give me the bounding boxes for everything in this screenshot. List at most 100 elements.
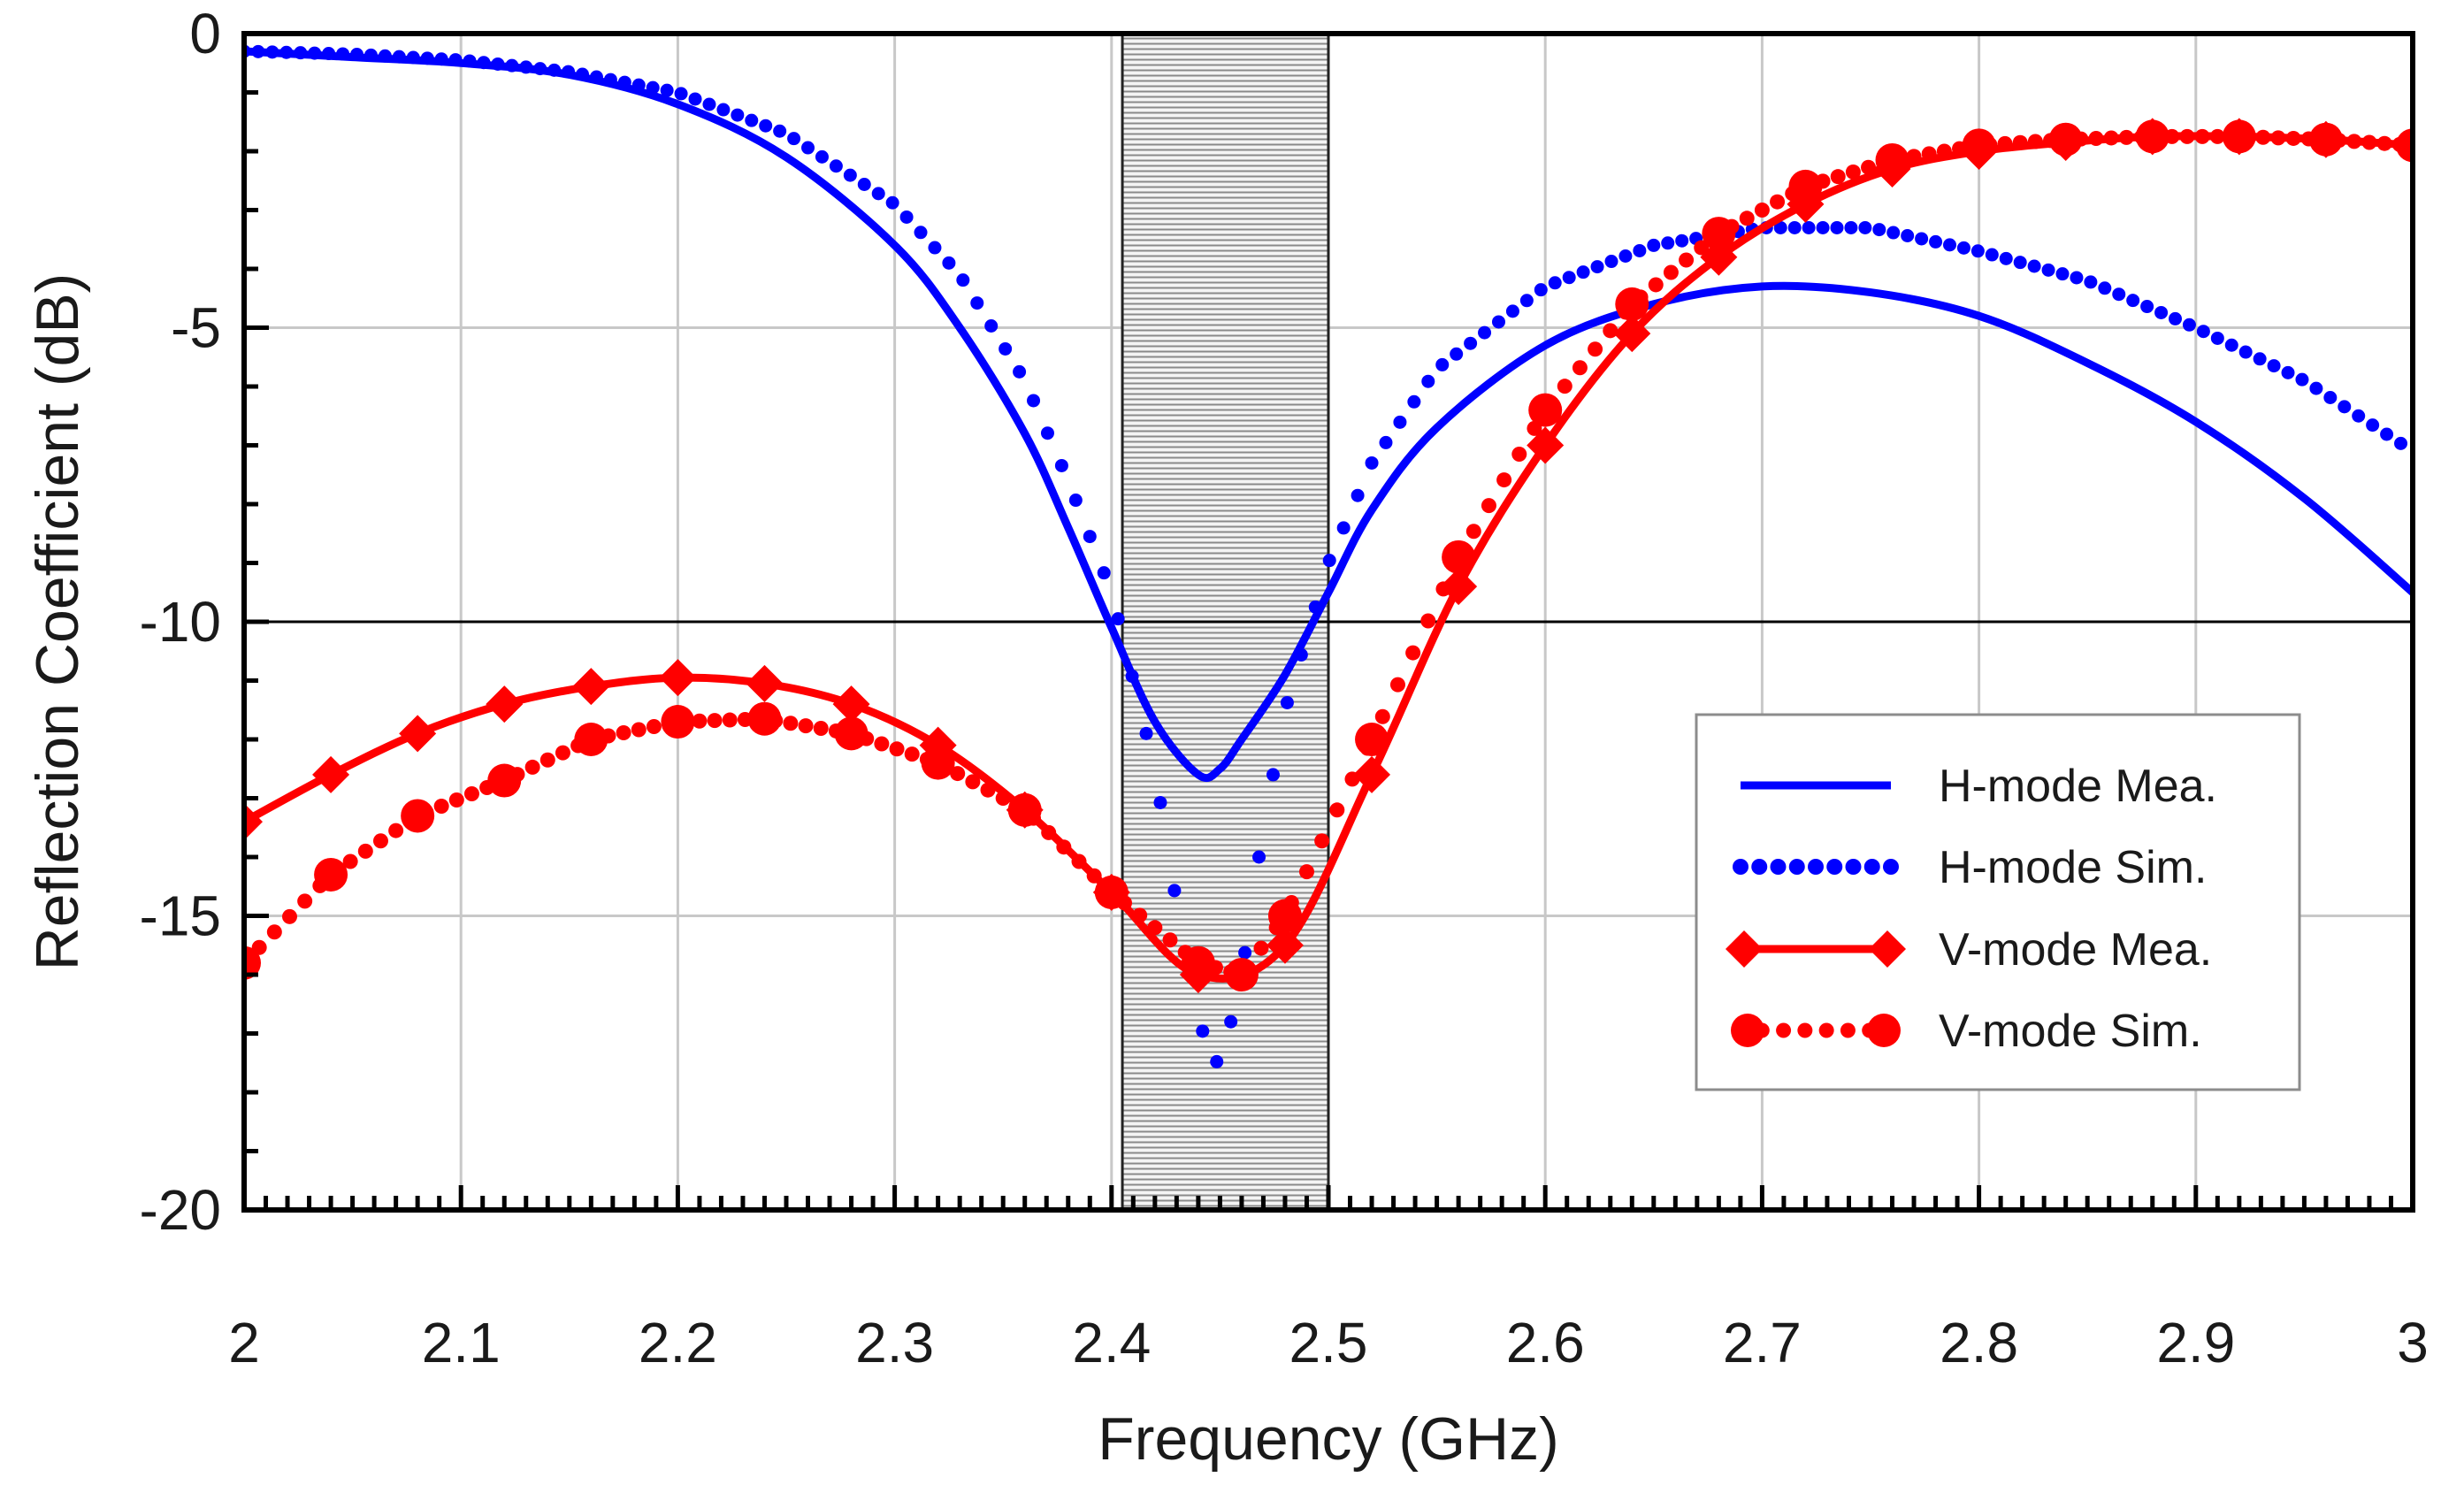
data-point (1440, 568, 1478, 606)
x-tick-label: 2.6 (1506, 1311, 1585, 1374)
x-tick-label: 2.5 (1289, 1311, 1368, 1374)
series-dot (2196, 325, 2210, 339)
series-dot (798, 718, 814, 734)
x-tick-label: 2.9 (2156, 1311, 2235, 1374)
series-dot (1576, 265, 1590, 279)
series-dot (702, 97, 716, 111)
series-dot (603, 73, 617, 87)
series-dot (970, 296, 984, 310)
series-dot (1111, 612, 1125, 626)
series-dot (2281, 365, 2295, 379)
series-dot (904, 746, 920, 762)
y-tick-label: -20 (140, 1178, 222, 1242)
series-dot (1505, 304, 1519, 318)
series-dot (1147, 920, 1163, 936)
series-dot (2394, 436, 2408, 450)
series-dot (2285, 130, 2301, 146)
series-dot (2380, 427, 2394, 441)
series-dot (539, 752, 555, 768)
series-dot (266, 924, 282, 940)
series-dot (899, 210, 914, 224)
series-dot (1196, 1024, 1210, 1038)
series-dot (1266, 768, 1280, 782)
series-dot (1083, 530, 1097, 544)
legend-marker (1726, 930, 1763, 968)
series-dot (406, 50, 420, 65)
data-point (1615, 287, 1649, 321)
series-dot (773, 124, 787, 138)
series-dot (1999, 251, 2013, 265)
data-point (574, 723, 608, 756)
series-dot (1420, 613, 1436, 629)
series-dot (1322, 554, 1336, 568)
data-point (401, 799, 435, 833)
series-dot (2270, 130, 2286, 146)
series-dot (1435, 581, 1451, 597)
series-dot (1572, 360, 1588, 376)
series-dot (2352, 409, 2366, 423)
data-point (661, 705, 695, 739)
series-dot (1770, 194, 1786, 210)
series-dot (463, 786, 479, 802)
data-point (1442, 540, 1476, 574)
series-dot (783, 716, 799, 731)
series-dot (829, 159, 843, 173)
legend-item-3: V-mode Sim. (1731, 1006, 2202, 1057)
data-point (572, 668, 610, 706)
series-dot (1351, 488, 1365, 502)
series-dot (1648, 277, 1664, 293)
series-dot (1280, 695, 1294, 709)
series-dot (1679, 252, 1695, 268)
series-dot (1694, 240, 1710, 256)
series-dot (885, 195, 899, 210)
data-point (1181, 945, 1215, 980)
y-tick-label: -10 (140, 590, 222, 654)
data-point (1700, 238, 1738, 276)
series-dot (448, 792, 464, 808)
series-dot (279, 45, 294, 59)
data-point (2135, 119, 2169, 154)
series-dot (555, 745, 570, 761)
series-dot (1754, 203, 1770, 218)
series-dot (2323, 391, 2338, 405)
series-dot (589, 70, 603, 84)
series-dot (965, 774, 981, 790)
series-dot (1374, 708, 1390, 724)
series-dot (1308, 600, 1322, 614)
data-point (1224, 958, 1259, 991)
x-tick-label: 3 (2397, 1311, 2429, 1374)
series-dot (2098, 281, 2112, 295)
series-dot (857, 178, 871, 192)
series-dot (631, 78, 646, 92)
x-tick-label: 2.1 (422, 1311, 501, 1374)
series-dot (942, 256, 956, 270)
legend-item-1: H-mode Sim. (1733, 842, 2207, 893)
series-dot (2070, 271, 2084, 285)
legend-dot (1808, 859, 1824, 875)
series-dot (388, 823, 404, 838)
legend-dot (1776, 1022, 1792, 1038)
series-dot (357, 843, 373, 859)
data-point (834, 716, 869, 751)
series-dot (1379, 435, 1393, 449)
series-dot (1942, 238, 1956, 252)
series-dot (1139, 726, 1153, 740)
series-dot (477, 56, 491, 70)
series-layer (244, 44, 2413, 1068)
series-dot (2309, 381, 2323, 395)
series-dot (1478, 325, 1492, 340)
series-dot (350, 48, 364, 62)
series-dot (519, 60, 533, 74)
series-dot (1844, 220, 1858, 234)
series-dot (1086, 868, 1102, 884)
data-point (2222, 119, 2256, 154)
legend-marker (1731, 1014, 1764, 1047)
series-dot (1298, 864, 1314, 880)
series-3 (244, 119, 2413, 991)
series-dot (843, 168, 857, 182)
series-dot (2088, 131, 2104, 147)
legend-marker (1869, 930, 1906, 968)
series-dot (2253, 352, 2267, 366)
series-dot (281, 908, 297, 924)
series-dot (1054, 458, 1068, 472)
